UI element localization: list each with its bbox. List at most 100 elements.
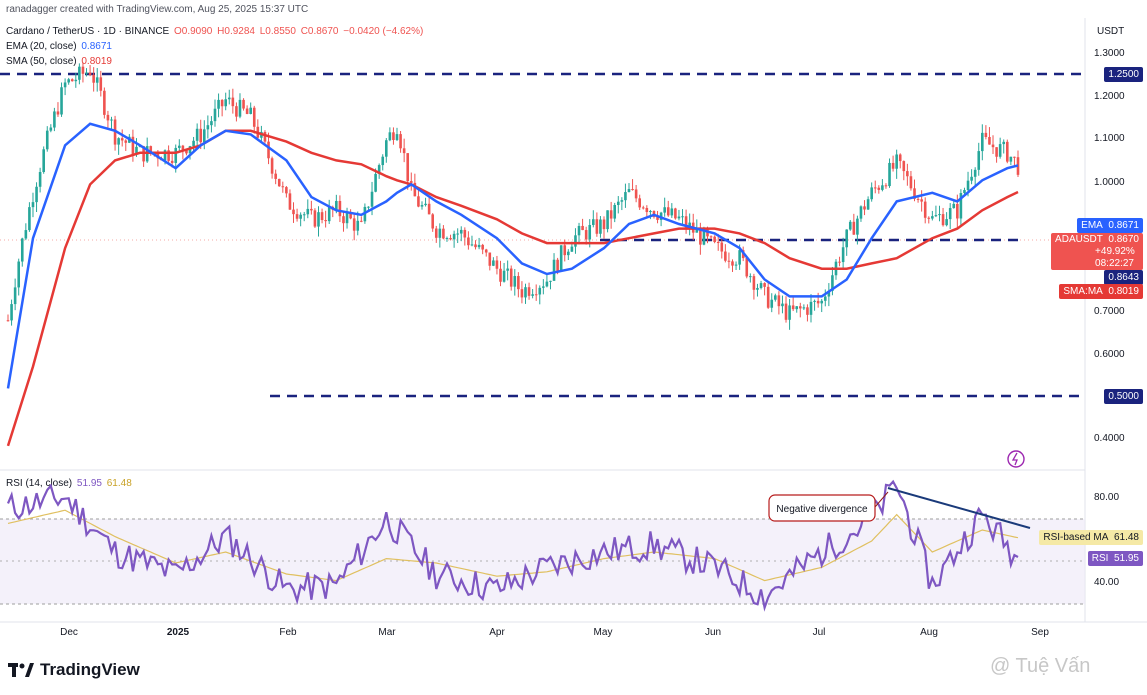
candle-body[interactable] xyxy=(699,229,702,245)
candle-body[interactable] xyxy=(945,219,948,226)
candle-body[interactable] xyxy=(327,206,331,222)
candle-body[interactable] xyxy=(927,217,931,219)
candle-body[interactable] xyxy=(395,134,399,141)
candle-body[interactable] xyxy=(609,210,613,219)
candle-body[interactable] xyxy=(520,289,524,298)
alert-icon[interactable] xyxy=(1007,450,1025,468)
candle-body[interactable] xyxy=(313,210,317,227)
candle-body[interactable] xyxy=(92,74,95,83)
candle-body[interactable] xyxy=(973,169,977,177)
sma-legend[interactable]: SMA (50, close) 0.8019 xyxy=(6,56,114,67)
candle-body[interactable] xyxy=(20,238,24,262)
candle-body[interactable] xyxy=(238,99,242,117)
candle-body[interactable] xyxy=(499,268,502,282)
candle-body[interactable] xyxy=(110,119,113,121)
candle-body[interactable] xyxy=(374,173,377,192)
candle-body[interactable] xyxy=(70,79,74,82)
candle-body[interactable] xyxy=(17,261,21,288)
candle-body[interactable] xyxy=(991,144,995,148)
candle-body[interactable] xyxy=(95,77,99,83)
candle-body[interactable] xyxy=(820,300,824,304)
candle-body[interactable] xyxy=(570,246,574,252)
candle-body[interactable] xyxy=(527,287,531,296)
candle-body[interactable] xyxy=(163,150,167,161)
candle-body[interactable] xyxy=(956,203,959,219)
level-tag-0864[interactable]: 0.8643 xyxy=(1104,270,1143,285)
candle-body[interactable] xyxy=(552,259,556,281)
candle-body[interactable] xyxy=(806,307,809,315)
candle-body[interactable] xyxy=(670,208,674,216)
candle-body[interactable] xyxy=(385,140,388,157)
candle-body[interactable] xyxy=(420,205,424,207)
candle-body[interactable] xyxy=(909,176,913,189)
candle-body[interactable] xyxy=(567,251,570,256)
candle-body[interactable] xyxy=(759,283,763,288)
candle-body[interactable] xyxy=(524,287,527,298)
candle-body[interactable] xyxy=(638,198,641,208)
candle-body[interactable] xyxy=(534,294,538,296)
candle-body[interactable] xyxy=(873,187,877,189)
candle-body[interactable] xyxy=(409,181,413,183)
ema-legend[interactable]: EMA (20, close) 0.8671 xyxy=(6,41,114,52)
candle-body[interactable] xyxy=(227,97,231,100)
candle-body[interactable] xyxy=(220,99,224,107)
candle-body[interactable] xyxy=(399,134,402,149)
sma-tag[interactable]: SMA:MA 0.8019 xyxy=(1059,284,1143,299)
divergence-trendline[interactable] xyxy=(887,487,1031,529)
candle-body[interactable] xyxy=(181,145,185,151)
candle-body[interactable] xyxy=(213,108,217,122)
candle-body[interactable] xyxy=(706,229,709,237)
candle-body[interactable] xyxy=(863,206,866,210)
candle-body[interactable] xyxy=(356,220,360,231)
candle-body[interactable] xyxy=(459,229,463,234)
candle-body[interactable] xyxy=(745,258,749,277)
candle-body[interactable] xyxy=(788,305,791,320)
candle-body[interactable] xyxy=(192,140,195,147)
candle-body[interactable] xyxy=(891,162,895,169)
candle-body[interactable] xyxy=(588,224,592,240)
rsi-ma-line[interactable] xyxy=(7,509,1019,582)
candle-body[interactable] xyxy=(381,156,385,166)
rsi-line[interactable] xyxy=(6,479,1019,612)
candle-body[interactable] xyxy=(245,108,249,114)
candle-body[interactable] xyxy=(641,207,645,209)
candle-body[interactable] xyxy=(823,296,827,301)
candle-body[interactable] xyxy=(449,238,452,240)
candle-body[interactable] xyxy=(802,307,806,309)
candle-body[interactable] xyxy=(103,90,106,115)
candle-body[interactable] xyxy=(531,294,534,296)
candle-body[interactable] xyxy=(445,238,449,240)
candle-body[interactable] xyxy=(809,301,813,315)
candle-body[interactable] xyxy=(574,235,577,247)
candle-body[interactable] xyxy=(210,121,213,126)
candle-body[interactable] xyxy=(267,141,270,159)
candle-body[interactable] xyxy=(545,281,549,287)
candle-body[interactable] xyxy=(49,127,53,131)
candle-body[interactable] xyxy=(431,214,434,229)
candle-body[interactable] xyxy=(784,303,788,320)
rsi-ma-tag[interactable]: RSI-based MA 61.48 xyxy=(1039,530,1143,545)
candle-body[interactable] xyxy=(502,270,506,282)
candle-body[interactable] xyxy=(624,192,627,201)
candle-body[interactable] xyxy=(599,219,602,234)
candle-body[interactable] xyxy=(488,252,492,266)
candle-body[interactable] xyxy=(35,186,38,203)
candle-body[interactable] xyxy=(645,207,649,213)
candle-body[interactable] xyxy=(10,304,13,321)
candle-body[interactable] xyxy=(756,287,759,290)
candle-body[interactable] xyxy=(456,233,459,235)
candle-body[interactable] xyxy=(285,187,288,194)
candle-body[interactable] xyxy=(463,229,467,238)
candle-body[interactable] xyxy=(388,132,392,141)
candle-body[interactable] xyxy=(998,144,1002,157)
candle-body[interactable] xyxy=(816,300,820,304)
candle-body[interactable] xyxy=(616,201,620,205)
candle-body[interactable] xyxy=(734,264,738,266)
candle-body[interactable] xyxy=(352,218,356,231)
candle-body[interactable] xyxy=(338,200,342,217)
candle-body[interactable] xyxy=(852,221,856,235)
candle-body[interactable] xyxy=(934,215,938,217)
candle-body[interactable] xyxy=(538,287,542,295)
candle-body[interactable] xyxy=(977,151,981,170)
candle-body[interactable] xyxy=(774,295,777,300)
